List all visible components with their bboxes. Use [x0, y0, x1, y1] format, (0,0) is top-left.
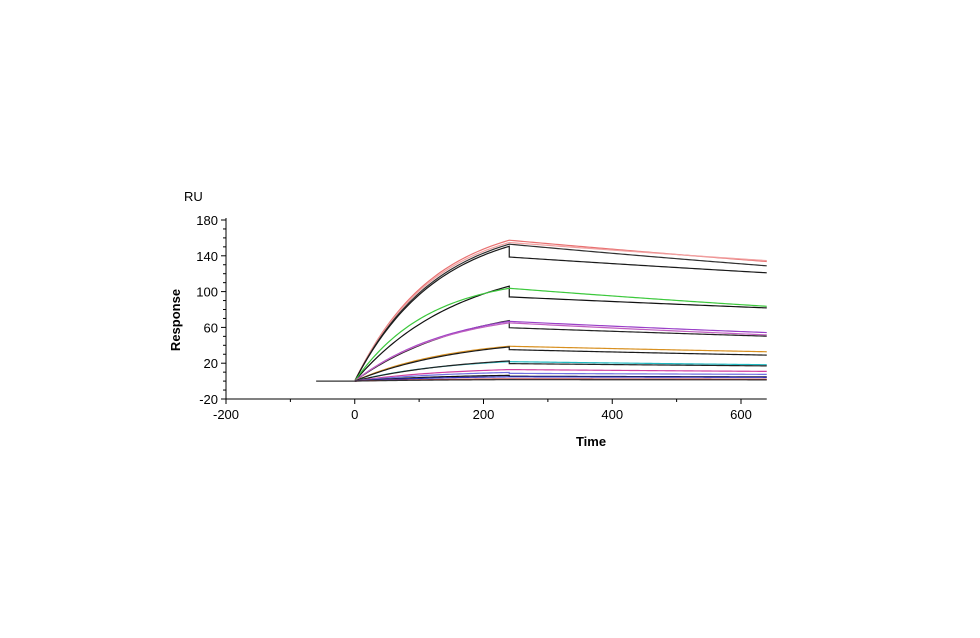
- y-ticks: -20 20 60 100 140 180: [196, 213, 226, 407]
- series-line-s19: [354, 379, 767, 382]
- series-line-s11: [354, 346, 767, 382]
- y-axis-title: Response: [168, 289, 183, 351]
- series-lines: [316, 239, 767, 382]
- series-line-s9: [354, 322, 767, 382]
- series-line-s2: [354, 241, 767, 382]
- y-tick-label: -20: [199, 392, 218, 407]
- y-tick-label: 20: [204, 356, 218, 371]
- series-line-s10: [354, 345, 767, 382]
- y-tick-label: 100: [196, 285, 218, 300]
- axes: -20 20 60 100 140 180 -200 0 200 400 600: [196, 213, 767, 422]
- series-line-s5: [354, 285, 767, 382]
- y-unit-label: RU: [184, 189, 203, 204]
- series-line-s6: [354, 287, 767, 382]
- y-tick-label: 180: [196, 213, 218, 228]
- series-line-s8: [354, 320, 767, 382]
- x-axis-title: Time: [576, 434, 606, 449]
- x-tick-label: -200: [213, 407, 239, 422]
- series-line-s3: [354, 243, 767, 382]
- series-line-s14: [354, 368, 767, 382]
- series-line-s15: [354, 371, 767, 382]
- x-tick-label: 0: [351, 407, 358, 422]
- x-ticks: -200 0 200 400 600: [213, 399, 752, 422]
- x-tick-label: 400: [601, 407, 623, 422]
- series-line-s4: [354, 245, 767, 382]
- series-line-s13: [354, 360, 767, 382]
- y-tick-label: 60: [204, 320, 218, 335]
- x-tick-label: 600: [730, 407, 752, 422]
- x-tick-label: 200: [473, 407, 495, 422]
- series-line-s17: [354, 376, 767, 382]
- y-tick-label: 140: [196, 249, 218, 264]
